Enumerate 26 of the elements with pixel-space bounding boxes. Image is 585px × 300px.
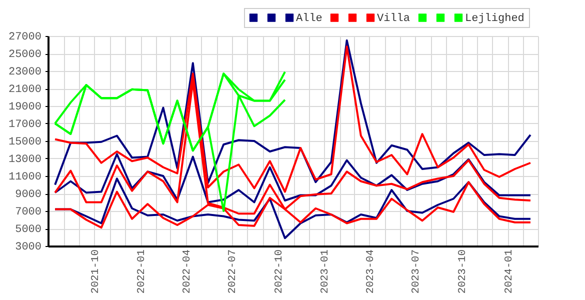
y-tick-label: 3000 [15, 242, 42, 254]
y-tick-label: 25000 [8, 49, 42, 61]
y-tick-label: 21000 [8, 84, 42, 96]
y-tick-label: 19000 [8, 102, 42, 114]
x-tick-label: 2021-10 [90, 250, 102, 294]
y-tick-label: 17000 [8, 119, 42, 131]
x-tick-label: 2022-07 [227, 250, 240, 294]
legend-label: Villa [377, 12, 410, 25]
x-tick-label: 2022-01 [136, 250, 148, 294]
x-tick-label: 2024-01 [503, 250, 516, 294]
y-tick-label: 13000 [8, 154, 42, 166]
x-tick-label: 2023-10 [457, 250, 470, 294]
legend-label: Lejlighed [465, 12, 524, 25]
x-tick-label: 2022-04 [181, 250, 194, 294]
y-tick-label: 11000 [8, 172, 42, 184]
legend-label: Alle [296, 12, 322, 25]
y-tick-label: 15000 [8, 136, 42, 148]
y-tick-label: 23000 [8, 66, 42, 78]
y-tick-label: 27000 [8, 32, 42, 44]
y-tick-label: 9000 [15, 189, 42, 201]
x-tick-label: 2023-07 [410, 250, 423, 294]
x-tick-label: 2023-04 [364, 250, 377, 294]
y-tick-label: 5000 [15, 224, 42, 236]
y-tick-label: 7000 [15, 206, 42, 218]
x-tick-label: 2022-10 [273, 250, 286, 294]
x-tick-label: 2023-01 [320, 250, 332, 294]
